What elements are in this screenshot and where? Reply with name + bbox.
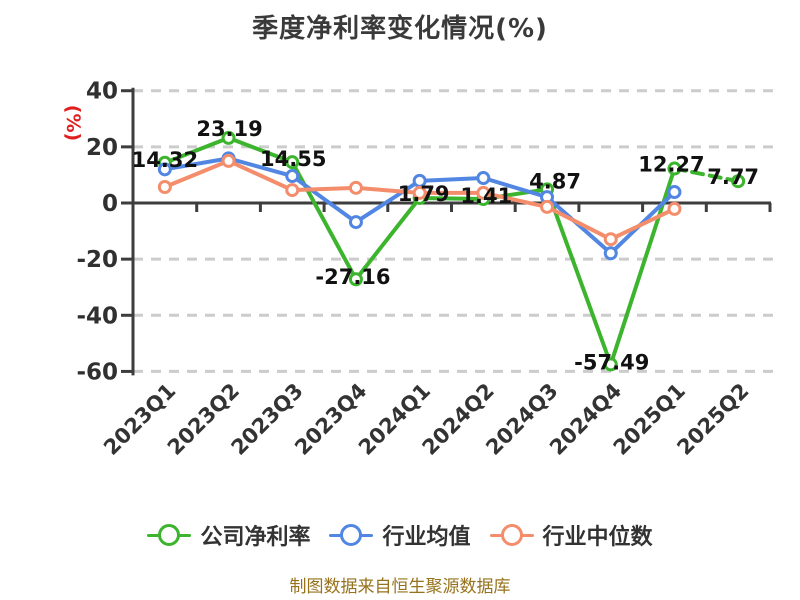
data-point-s1	[348, 215, 363, 230]
data-point-s2	[285, 183, 300, 198]
data-point-s0	[221, 130, 236, 145]
data-point-s2	[540, 199, 555, 214]
series-line-0	[162, 135, 677, 367]
legend-marker-industry-average-icon	[329, 523, 374, 547]
data-point-s1	[667, 185, 682, 200]
y-axis-label: 0	[102, 191, 118, 217]
data-point-label: 14.32	[132, 148, 198, 172]
data-point-s2	[412, 185, 427, 200]
legend-label-industry-median: 行业中位数	[542, 525, 653, 550]
y-axis-label: 20	[86, 135, 118, 161]
data-point-s2	[476, 185, 491, 200]
legend-label-industry-average: 行业均值	[382, 525, 471, 550]
y-axis-label: -20	[76, 247, 118, 273]
data-point-s0	[348, 272, 363, 287]
chart-title: 季度净利率变化情况(%)	[252, 14, 548, 44]
data-point-s2	[603, 232, 618, 247]
data-point-s0	[667, 161, 682, 176]
legend-label-company: 公司净利率	[200, 525, 311, 550]
data-point-s2	[221, 153, 236, 168]
data-point-s2	[157, 180, 172, 195]
data-point-s2	[667, 201, 682, 216]
data-point-label: 14.55	[260, 147, 326, 171]
data-point-s1	[476, 171, 491, 186]
data-point-s0	[285, 155, 300, 170]
data-source-note: 制图数据来自恒生聚源数据库	[289, 577, 511, 597]
legend-item-industry-median: 行业中位数	[489, 519, 653, 551]
legend-marker-company-icon	[147, 523, 192, 547]
data-point-s0	[731, 174, 746, 189]
data-point-s1	[157, 162, 172, 177]
data-point-s1	[285, 169, 300, 184]
data-point-label: 12.27	[638, 153, 704, 177]
data-point-label: 1.79	[398, 182, 450, 206]
data-point-label: 4.87	[529, 169, 581, 193]
data-point-label: 23.19	[196, 117, 262, 141]
data-point-label: -57.49	[574, 350, 649, 374]
legend-item-company: 公司净利率	[147, 519, 310, 551]
series-line-0-forecast-dashed	[672, 166, 741, 184]
data-point-label: -27.16	[315, 265, 390, 289]
y-axis-label: -40	[76, 303, 118, 329]
data-point-label: 1.41	[460, 184, 512, 208]
data-point-s0	[603, 357, 618, 372]
legend-item-industry-average: 行业均值	[329, 519, 471, 551]
data-point-label: 7.77	[707, 165, 759, 189]
y-axis-label: -60	[76, 359, 118, 385]
data-point-s2	[348, 180, 363, 195]
legend-marker-industry-median-icon	[489, 523, 534, 547]
chart-legend: 公司净利率 行业均值 行业中位数	[0, 519, 800, 551]
y-axis-label: 40	[86, 79, 118, 105]
data-point-s1	[603, 246, 618, 261]
